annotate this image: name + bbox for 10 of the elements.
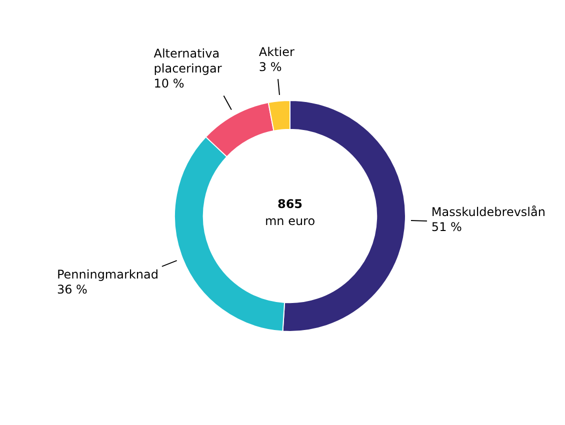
slice-label: Aktier	[258, 44, 295, 59]
data-label: 51 %	[431, 220, 462, 234]
slice-label: Masskuldebrevslån	[431, 205, 546, 220]
slice-label: Alternativa placeringar	[154, 46, 222, 76]
slice-label: Penningmarknad	[56, 268, 158, 282]
data-label: 3 %	[258, 60, 282, 74]
data-label: 36 %	[56, 282, 88, 297]
data-label: 10 %	[154, 76, 184, 91]
text: mn euro	[264, 214, 316, 228]
text: 865	[277, 197, 303, 212]
